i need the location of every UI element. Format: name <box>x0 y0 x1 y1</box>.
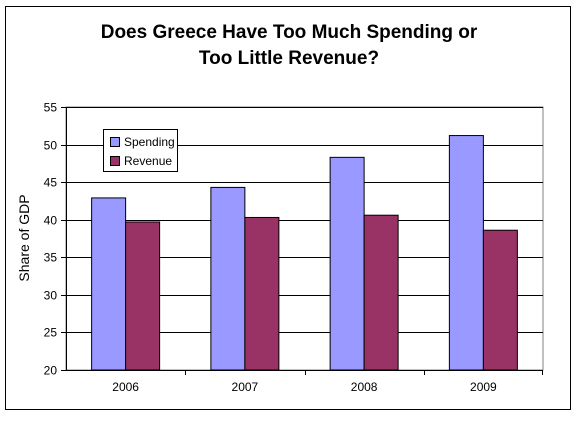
y-tick-label: 55 <box>44 101 58 115</box>
legend-label-spending: Spending <box>124 135 175 149</box>
legend-swatch-revenue <box>110 155 120 166</box>
y-tick-label: 50 <box>44 139 58 153</box>
y-tick-label: 40 <box>44 214 58 228</box>
x-tick-label: 2007 <box>232 380 259 394</box>
axes: 20 25 30 35 40 45 50 55 2006 2007 2008 2009 <box>44 101 543 394</box>
bar-revenue-2009 <box>482 229 518 371</box>
legend: Spending Revenue <box>103 129 178 172</box>
x-tick-label: 2008 <box>351 380 378 394</box>
bar-revenue-2008 <box>363 214 399 371</box>
bar-spending-2007 <box>210 186 246 371</box>
bars <box>91 135 518 371</box>
y-tick-label: 45 <box>44 176 58 190</box>
y-tick-label: 25 <box>44 326 58 340</box>
y-tick-label: 35 <box>44 251 58 265</box>
y-tick-label: 30 <box>44 289 58 303</box>
y-axis-label: Share of GDP <box>16 194 32 281</box>
x-tick-label: 2006 <box>112 380 139 394</box>
chart-title-line-2: Too Little Revenue? <box>198 48 380 69</box>
legend-swatch-spending <box>110 136 120 147</box>
chart-title-line-1: Does Greece Have Too Much Spending or <box>100 22 478 43</box>
bar-revenue-2006 <box>125 221 161 371</box>
bar-spending-2008 <box>329 156 365 371</box>
legend-item-spending: Spending <box>110 135 175 149</box>
legend-label-revenue: Revenue <box>124 154 173 168</box>
legend-item-revenue: Revenue <box>110 154 172 168</box>
bar-spending-2006 <box>91 197 127 371</box>
x-tick-label: 2009 <box>470 380 497 394</box>
bar-revenue-2007 <box>244 216 280 371</box>
y-tick-label: 20 <box>44 364 58 378</box>
bar-spending-2009 <box>448 135 484 371</box>
